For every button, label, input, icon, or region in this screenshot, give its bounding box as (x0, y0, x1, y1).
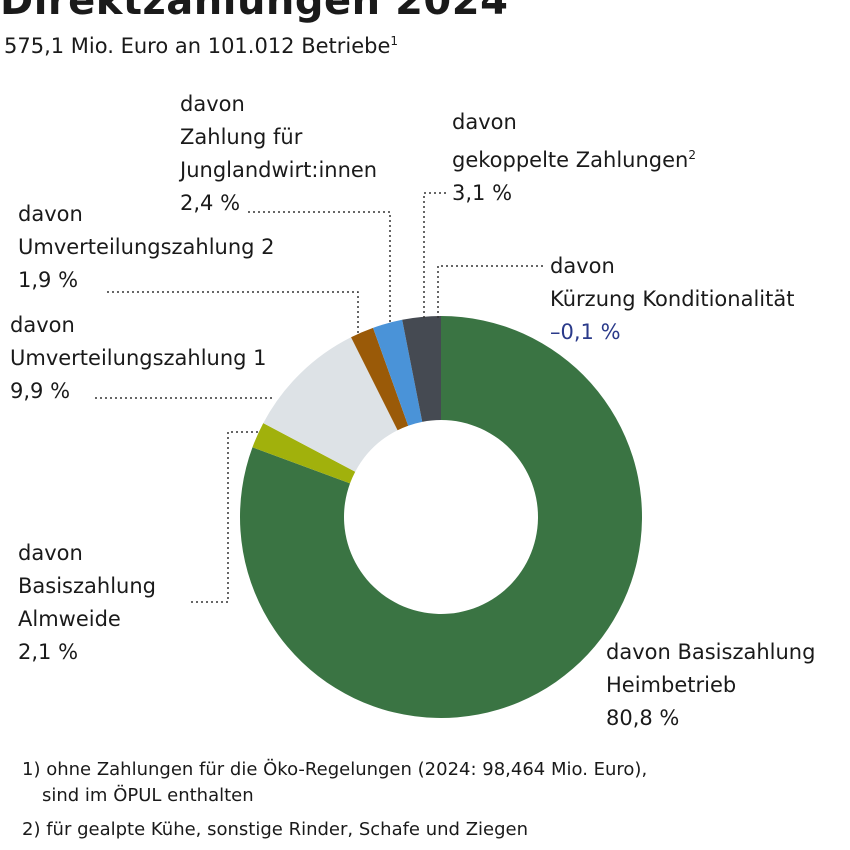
label-gekoppelt: davon gekoppelte Zahlungen2 3,1 % (452, 106, 696, 210)
slice-junglandwirte (373, 319, 423, 426)
donut-slices (239, 316, 643, 718)
subtitle-footnote-mark: 1 (390, 34, 399, 48)
label-kuerzung-value: –0,1 % (550, 320, 621, 344)
label-gekoppelt-line1: davon (452, 110, 517, 134)
label-junglandwirte: davon Zahlung für Junglandwirt:innen 2,4… (180, 88, 377, 220)
label-heimbetrieb-line2: Heimbetrieb (606, 673, 737, 697)
label-jung-line2: Zahlung für (180, 125, 303, 149)
label-umv2-line1: davon (18, 202, 83, 226)
label-kuerzung: davon Kürzung Konditionalität –0,1 % (550, 250, 794, 349)
slice-umverteilung-2 (351, 327, 409, 431)
footnote-2: 2) für gealpte Kühe, sonstige Rinder, Sc… (22, 819, 529, 840)
chart-subtitle: 575,1 Mio. Euro an 101.012 Betriebe1 (4, 34, 398, 58)
slice-heimbetrieb (239, 316, 643, 718)
label-umv2-value: 1,9 % (18, 268, 79, 292)
label-umv2-line2: Umverteilungszahlung 2 (18, 235, 275, 259)
label-jung-value: 2,4 % (180, 191, 241, 215)
leader-line-jung (248, 211, 391, 322)
leader-line-kuerzung (437, 265, 545, 318)
slice-umverteilung-1 (263, 337, 398, 472)
label-umverteilung-2: davon Umverteilungszahlung 2 1,9 % (18, 198, 275, 297)
label-jung-line1: davon (180, 92, 245, 116)
label-almweide: davon Basiszahlung Almweide 2,1 % (18, 537, 156, 669)
chart-title: Direktzahlungen 2024 (0, 0, 509, 24)
label-heimbetrieb-line1: davon Basiszahlung (606, 640, 816, 664)
slice-almweide (252, 423, 356, 484)
label-gekoppelt-line2-wrap: gekoppelte Zahlungen2 (452, 139, 696, 177)
label-gekoppelt-line2: gekoppelte Zahlungen (452, 148, 689, 172)
label-heimbetrieb: davon Basiszahlung Heimbetrieb 80,8 % (606, 636, 815, 735)
label-umv1-line2: Umverteilungszahlung 1 (10, 346, 267, 370)
subtitle-text: 575,1 Mio. Euro an 101.012 Betriebe (4, 34, 391, 58)
label-almweide-value: 2,1 % (18, 640, 79, 664)
label-jung-line3: Junglandwirt:innen (180, 158, 378, 182)
label-heimbetrieb-value: 80,8 % (606, 706, 680, 730)
leader-line-umv2 (105, 291, 359, 333)
leader-line-almweide (190, 431, 258, 603)
label-kuerzung-line2: Kürzung Konditionalität (550, 287, 795, 311)
label-gekoppelt-value: 3,1 % (452, 181, 513, 205)
label-umverteilung-1: davon Umverteilungszahlung 1 9,9 % (10, 309, 267, 408)
slice-gekoppelt (402, 316, 441, 422)
label-gekoppelt-footnote-mark: 2 (688, 148, 696, 162)
label-umv1-value: 9,9 % (10, 379, 71, 403)
label-almweide-line1: davon (18, 541, 83, 565)
label-almweide-line3: Almweide (18, 607, 121, 631)
label-umv1-line1: davon (10, 313, 75, 337)
label-almweide-line2: Basiszahlung (18, 574, 156, 598)
footnote-1-line1: 1) ohne Zahlungen für die Öko-Regelungen… (22, 759, 648, 780)
label-kuerzung-line1: davon (550, 254, 615, 278)
footnote-1-line2: sind im ÖPUL enthalten (42, 785, 254, 806)
leader-lines (95, 192, 545, 603)
leader-line-gekoppelt (423, 192, 448, 318)
